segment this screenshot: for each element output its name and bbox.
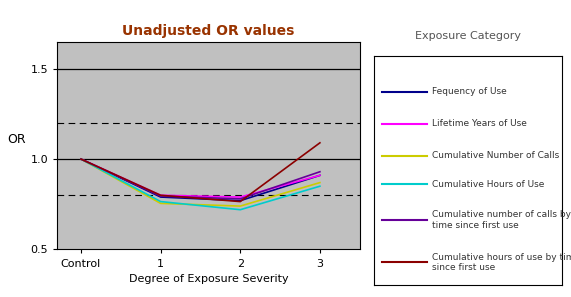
Title: Unadjusted OR values: Unadjusted OR values — [122, 24, 295, 38]
Text: Cumulative number of calls by
time since first use: Cumulative number of calls by time since… — [432, 210, 571, 230]
Text: Fequency of Use: Fequency of Use — [432, 87, 507, 97]
Y-axis label: OR: OR — [7, 132, 26, 146]
Text: Exposure Category: Exposure Category — [415, 31, 521, 41]
Text: Lifetime Years of Use: Lifetime Years of Use — [432, 119, 527, 128]
X-axis label: Degree of Exposure Severity: Degree of Exposure Severity — [128, 274, 288, 284]
Text: Cumulative hours of use by time
since first use: Cumulative hours of use by time since fi… — [432, 252, 571, 272]
Text: Cumulative Number of Calls: Cumulative Number of Calls — [432, 151, 560, 160]
Text: Cumulative Hours of Use: Cumulative Hours of Use — [432, 180, 545, 189]
